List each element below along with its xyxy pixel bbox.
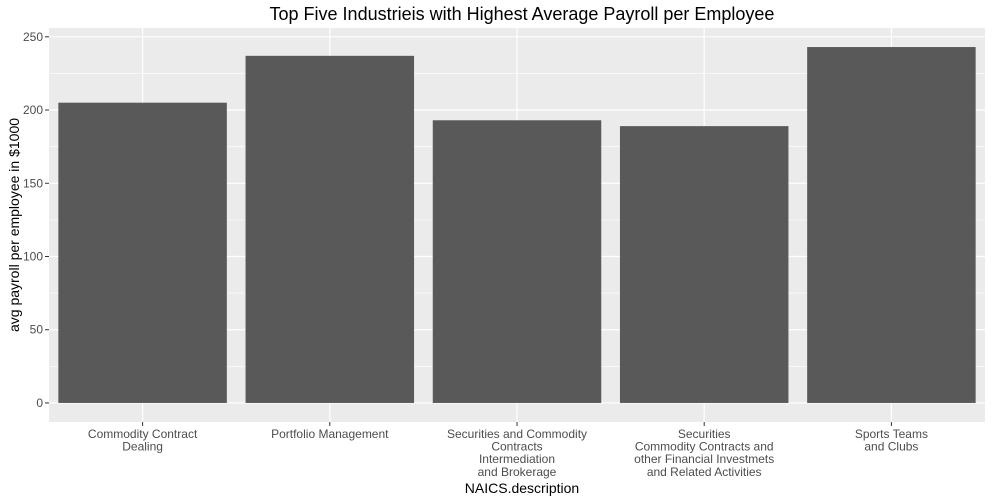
y-tick-label: 200 <box>23 103 43 117</box>
x-tick-label: Securities and Commodity Contracts Interme… <box>447 427 587 479</box>
bars <box>58 47 976 403</box>
bar <box>432 120 602 403</box>
bar <box>245 55 415 403</box>
chart-title: Top Five Industrieis with Highest Averag… <box>270 4 775 24</box>
y-tick-label: 0 <box>36 396 43 410</box>
x-tick-label: Commodity Contract Dealing <box>88 427 198 454</box>
x-tick-label: Portfolio Management <box>271 427 389 441</box>
y-axis-ticks: 0 50 100 150 200 250 <box>23 30 49 410</box>
y-tick-label: 100 <box>23 249 43 263</box>
x-axis-title: NAICS.description <box>465 480 579 496</box>
y-axis-title: avg payroll per employee in $1000 <box>6 118 22 332</box>
x-axis-ticks: Commodity Contract Dealing Portfolio Manag… <box>88 422 928 479</box>
bar <box>807 47 976 403</box>
bar <box>58 102 227 403</box>
y-tick-label: 150 <box>23 176 43 190</box>
y-tick-label: 50 <box>30 323 44 337</box>
y-tick-label: 250 <box>23 30 43 44</box>
x-tick-label: Sports Teams and Clubs <box>855 427 928 454</box>
bar <box>619 126 789 403</box>
x-tick-label: Securities Commodity Contracts and other F… <box>634 427 774 479</box>
